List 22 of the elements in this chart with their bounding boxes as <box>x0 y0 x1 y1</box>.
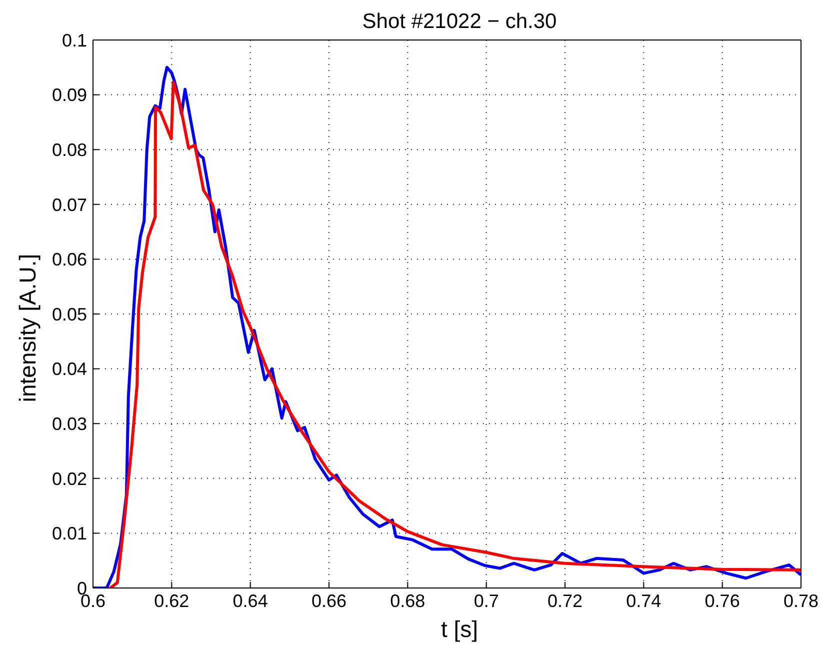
y-tick-label: 0.04 <box>52 359 87 380</box>
x-tick-label: 0.72 <box>547 590 583 611</box>
x-tick-label: 0.62 <box>154 590 190 611</box>
y-tick-label: 0.03 <box>52 414 87 434</box>
x-tick-label: 0.7 <box>474 590 499 611</box>
y-tick-label: 0.08 <box>52 140 87 160</box>
y-tick-label: 0.05 <box>52 304 87 324</box>
y-tick-label: 0.07 <box>52 194 87 215</box>
y-tick-label: 0.02 <box>52 468 87 489</box>
y-tick-label: 0.1 <box>62 30 87 50</box>
y-axis-title: intensity [A.U.] <box>14 254 42 402</box>
x-tick-label: 0.66 <box>311 590 347 611</box>
y-tick-label: 0.09 <box>52 85 87 106</box>
x-tick-label: 0.78 <box>783 590 819 611</box>
x-tick-label: 0.76 <box>704 590 740 611</box>
x-tick-label: 0.68 <box>390 590 426 611</box>
y-tick-label: 0.06 <box>52 250 87 270</box>
x-tick-label: 0.64 <box>232 590 268 611</box>
x-tick-label: 0.74 <box>626 590 662 611</box>
x-axis-title: t [s] <box>440 616 480 643</box>
chart-title: Shot #21022 − ch.30 <box>361 10 558 34</box>
y-tick-label: 0.01 <box>52 524 87 544</box>
